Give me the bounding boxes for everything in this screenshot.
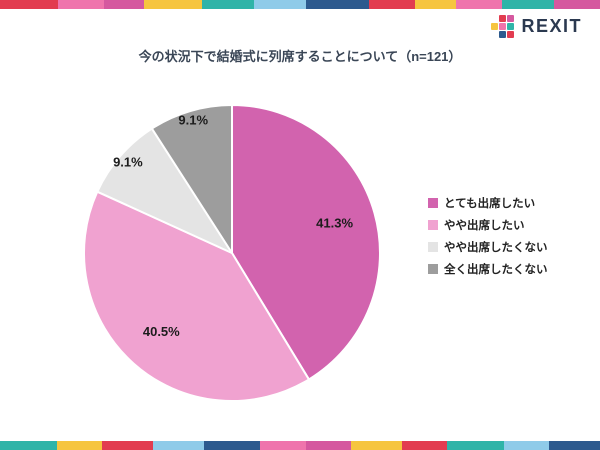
logo-dot <box>491 23 499 30</box>
stripe-segment <box>305 0 370 9</box>
legend-label: やや出席したくない <box>444 241 548 254</box>
slice-label: 9.1% <box>178 112 208 127</box>
rexit-logo-icon <box>491 15 515 38</box>
stripe-segment <box>0 0 58 9</box>
legend-item: やや出席したい <box>428 217 548 232</box>
slice-label: 40.5% <box>143 324 180 339</box>
legend-label: 全く出席したくない <box>444 263 548 276</box>
stripe-segment <box>0 441 57 450</box>
stripe-segment <box>201 0 254 9</box>
logo-dot <box>499 31 507 38</box>
top-decorative-stripe <box>0 0 600 9</box>
stripe-segment <box>203 441 261 450</box>
bottom-decorative-stripe <box>0 441 600 450</box>
legend-item: やや出席したくない <box>428 239 548 254</box>
pie-slice <box>231 104 381 381</box>
rexit-logo: REXIT <box>489 13 582 39</box>
stripe-segment <box>553 0 600 9</box>
pie-slice <box>150 104 233 254</box>
stripe-segment <box>56 441 102 450</box>
chart-title: 今の状況下で結婚式に列席することについて（n=121） <box>138 49 462 64</box>
legend-item: 全く出席したくない <box>428 261 548 276</box>
pie-slice <box>96 127 233 254</box>
stripe-segment <box>305 441 351 450</box>
legend-swatch <box>428 197 438 208</box>
legend-label: やや出席したい <box>444 219 525 232</box>
stripe-segment <box>152 441 204 450</box>
stripe-segment <box>253 0 306 9</box>
stripe-segment <box>350 441 402 450</box>
stripe-segment <box>447 441 504 450</box>
logo-dot <box>507 31 515 38</box>
logo-dot <box>507 15 515 22</box>
legend-swatch <box>428 263 438 274</box>
stripe-segment <box>415 0 456 9</box>
pie-slice <box>83 190 310 402</box>
stripe-segment <box>57 0 104 9</box>
stripe-segment <box>401 441 448 450</box>
stripe-segment <box>260 441 306 450</box>
slice-label: 9.1% <box>113 154 143 169</box>
stripe-segment <box>501 0 554 9</box>
stripe-segment <box>549 441 600 450</box>
rexit-logo-text: REXIT <box>521 15 582 36</box>
stripe-segment <box>503 441 550 450</box>
logo-dot <box>507 23 515 30</box>
legend-item: とても出席したい <box>428 195 548 210</box>
stripe-segment <box>101 441 153 450</box>
logo-dot <box>499 15 507 22</box>
stripe-segment <box>103 0 145 9</box>
logo-dot <box>499 23 507 30</box>
legend-swatch <box>428 219 438 230</box>
stripe-segment <box>369 0 416 9</box>
stripe-segment <box>455 0 502 9</box>
legend-label: とても出席したい <box>444 197 536 210</box>
stripe-segment <box>144 0 202 9</box>
legend-swatch <box>428 241 438 252</box>
legend: とても出席したい やや出席したいやや出席したくない 全く出席したくない <box>428 195 548 276</box>
slice-label: 41.3% <box>316 216 353 231</box>
